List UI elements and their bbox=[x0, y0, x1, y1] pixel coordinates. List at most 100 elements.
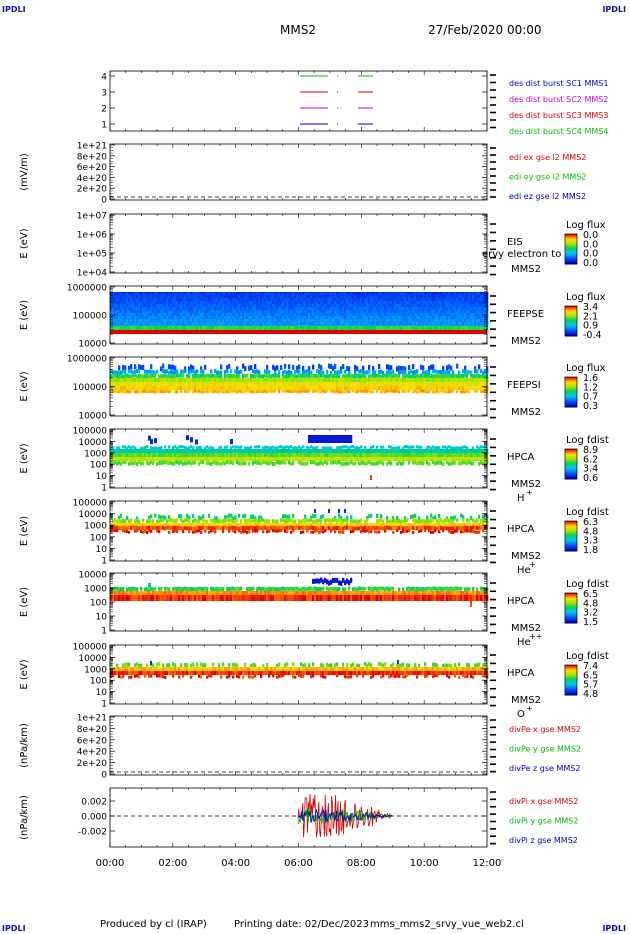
spectro-cell bbox=[450, 457, 453, 461]
spectro-cell bbox=[226, 322, 229, 325]
spectro-cell bbox=[250, 310, 253, 313]
spectro-cell bbox=[202, 322, 205, 325]
spectro-cell bbox=[312, 298, 315, 301]
spectro-cell bbox=[188, 319, 191, 322]
spectro-cell bbox=[484, 307, 487, 310]
spectro-cell bbox=[374, 316, 377, 319]
spectro-cell bbox=[412, 322, 415, 325]
spectro-cell bbox=[406, 310, 409, 313]
spectro-cell bbox=[232, 386, 235, 390]
spectro-cell bbox=[222, 307, 225, 310]
spectro-cell bbox=[174, 326, 177, 330]
spectro-cell bbox=[232, 326, 235, 330]
spectro-cell bbox=[398, 313, 401, 316]
spectro-cell bbox=[314, 322, 317, 325]
spectro-cell bbox=[468, 386, 471, 390]
spectro-cell bbox=[238, 374, 241, 379]
spectro-cell bbox=[126, 457, 129, 461]
spectro-cell bbox=[232, 378, 235, 382]
spectro-cell bbox=[206, 304, 209, 307]
spectro-cell bbox=[130, 453, 133, 457]
spectro-cell bbox=[262, 386, 265, 390]
spectro-cell bbox=[300, 386, 303, 390]
spectro-cell bbox=[464, 382, 467, 386]
spectro-cell bbox=[152, 295, 155, 298]
spectro-cell bbox=[242, 382, 245, 386]
spectro-cell bbox=[278, 316, 281, 319]
spectro-cell bbox=[386, 449, 389, 453]
spectro-cell bbox=[426, 316, 429, 319]
spectro-cell bbox=[140, 364, 143, 370]
spectro-cell bbox=[160, 378, 163, 382]
spectro-cell bbox=[298, 313, 301, 316]
spectro-cell bbox=[430, 295, 433, 298]
spectro-cell bbox=[140, 313, 143, 316]
spectro-cell bbox=[162, 307, 165, 310]
spectro-cell bbox=[298, 445, 301, 449]
spectro-cell bbox=[412, 313, 415, 316]
spectro-cell bbox=[408, 301, 411, 304]
spectro-cell bbox=[370, 390, 373, 394]
spectro-cell bbox=[298, 378, 301, 382]
spectro-cell bbox=[328, 307, 331, 310]
spectro-cell bbox=[228, 374, 231, 379]
spectro-cell bbox=[272, 449, 275, 453]
spectro-cell bbox=[314, 326, 317, 330]
spectro-cell bbox=[328, 363, 331, 369]
spectro-cell bbox=[212, 386, 215, 390]
spectro-cell bbox=[146, 460, 149, 465]
spectro-cell bbox=[128, 319, 131, 322]
spectro-cell bbox=[206, 386, 209, 390]
spectro-cell bbox=[372, 313, 375, 316]
spectro-cell bbox=[422, 304, 425, 307]
spectro-cell bbox=[416, 457, 419, 461]
spectro-cell bbox=[376, 304, 379, 307]
spectro-cell bbox=[434, 378, 437, 382]
spectro-cell bbox=[378, 316, 381, 319]
spectro-cell bbox=[132, 295, 135, 298]
spectro-cell bbox=[448, 298, 451, 301]
spectro-cell bbox=[444, 298, 447, 301]
spectro-cell bbox=[258, 319, 261, 322]
spectro-cell bbox=[452, 301, 455, 304]
spectro-cell bbox=[386, 292, 389, 295]
spectro-cell bbox=[434, 310, 437, 313]
spectro-cell bbox=[332, 307, 335, 310]
spectro-cell bbox=[134, 369, 137, 374]
spectro-cell bbox=[398, 292, 401, 295]
spectro-cell bbox=[186, 386, 189, 390]
spectro-cell bbox=[462, 449, 465, 453]
spectro-cell bbox=[360, 326, 363, 330]
spectro-cell bbox=[336, 389, 339, 393]
spectro-cell bbox=[434, 292, 437, 295]
spectro-cell bbox=[148, 298, 151, 301]
spectro-cell bbox=[390, 295, 393, 298]
colorbar-segment bbox=[565, 240, 577, 242]
spectro-cell bbox=[270, 322, 273, 325]
spectro-cell bbox=[276, 457, 279, 461]
spectro-cell bbox=[336, 453, 339, 457]
spectro-cell bbox=[310, 453, 313, 457]
spectro-cell bbox=[256, 445, 259, 449]
spectro-cell bbox=[114, 298, 117, 301]
spectro-cell bbox=[232, 298, 235, 301]
spectro-cell bbox=[278, 295, 281, 298]
spectro-cell bbox=[168, 326, 171, 330]
spectro-cell bbox=[214, 389, 217, 393]
spectro-cell bbox=[254, 449, 257, 453]
spectro-cell bbox=[272, 313, 275, 316]
spectro-cell bbox=[346, 301, 349, 304]
spectro-cell bbox=[262, 307, 265, 310]
spectro-cell bbox=[390, 449, 393, 453]
spectro-cell bbox=[456, 446, 459, 450]
spectro-cell bbox=[182, 386, 185, 390]
spectro-cell bbox=[362, 453, 365, 457]
spectro-cell bbox=[146, 449, 149, 453]
spectro-cell bbox=[196, 449, 199, 453]
spectro-cell bbox=[380, 457, 383, 461]
spectro-cell bbox=[358, 295, 361, 298]
spectro-cell bbox=[112, 449, 115, 453]
spectro-cell bbox=[440, 307, 443, 310]
spectro-cell bbox=[408, 445, 411, 449]
spectro-cell bbox=[376, 449, 379, 453]
